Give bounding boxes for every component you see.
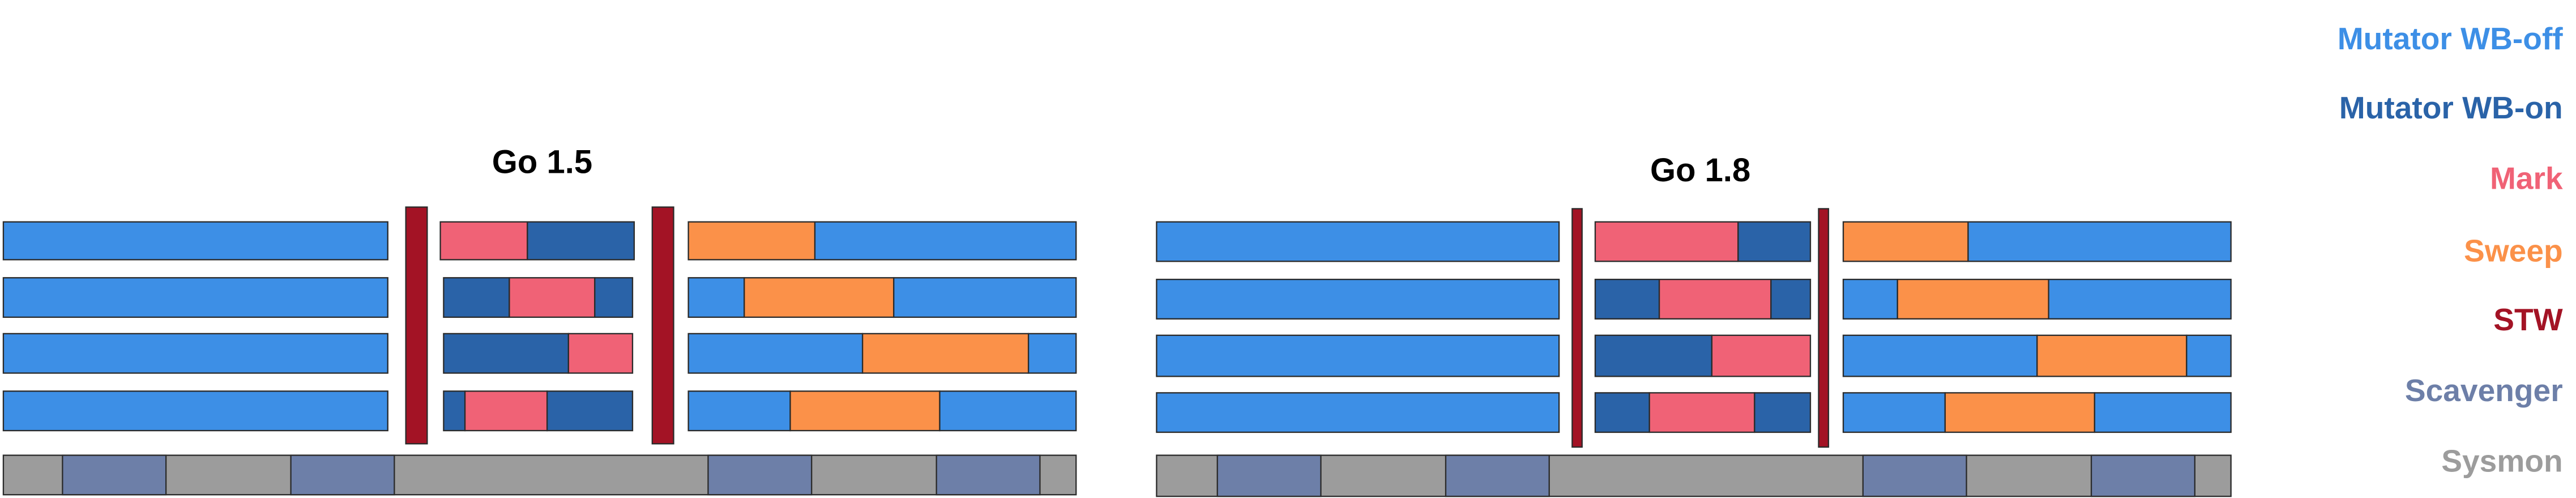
segment [789,390,941,432]
segment [1842,279,1898,320]
segment [2,277,388,318]
segment [1967,221,2232,262]
segment [707,454,813,496]
segment [687,221,816,261]
segment [1156,279,1560,320]
segment [935,454,1041,496]
segment [1818,208,1830,448]
segment [2036,334,2188,377]
segment [546,390,634,432]
segment [2048,279,2232,320]
segment [1571,208,1583,448]
legend-label: Mark [2490,161,2563,196]
legend-label: Mutator WB-off [2338,21,2564,56]
segment [62,454,167,496]
segment [1594,221,1739,262]
legend-label: STW [2493,302,2562,337]
legend-label: Mutator WB-on [2339,90,2563,125]
segment [1027,333,1077,374]
segment [1216,454,1322,497]
segment [744,277,895,318]
segment [567,333,634,374]
segment [1737,221,1812,262]
segment [651,206,674,445]
segment [687,390,791,432]
segment [443,277,510,318]
segment [290,454,395,496]
segment [814,221,1077,261]
segment [687,277,745,318]
segment [527,221,635,261]
segment [1896,279,2049,320]
segment [687,333,864,374]
segment [2,390,388,432]
segment [1944,392,2096,433]
segment [1842,334,2038,377]
panel-title: Go 1.5 [492,143,592,180]
segment [1156,334,1560,377]
segment [2094,392,2232,433]
segment [1594,279,1660,320]
legend-label: Scavenger [2405,373,2563,408]
segment [2090,454,2196,497]
segment [1156,454,2232,497]
segment [1156,392,1560,433]
segment [893,277,1077,318]
segment [439,221,528,261]
segment [1445,454,1550,497]
segment [1658,279,1772,320]
segment [443,333,570,374]
segment [443,390,466,432]
segment [464,390,548,432]
segment [1648,392,1755,433]
segment [1770,279,1812,320]
segment [2,454,1077,496]
segment [2186,334,2232,377]
segment [1842,392,1946,433]
segment [1862,454,1967,497]
segment [1842,221,1969,262]
segment [594,277,634,318]
legend-label: Sysmon [2441,444,2562,479]
segment [939,390,1077,432]
segment [1594,392,1650,433]
segment [1711,334,1812,377]
segment [1156,221,1560,262]
segment [509,277,596,318]
segment [2,221,388,261]
panel-title: Go 1.8 [1650,152,1750,189]
segment [861,333,1029,374]
segment [1594,334,1713,377]
segment [1754,392,1812,433]
legend-label: Sweep [2464,233,2563,268]
segment [2,333,388,374]
segment [405,206,428,445]
